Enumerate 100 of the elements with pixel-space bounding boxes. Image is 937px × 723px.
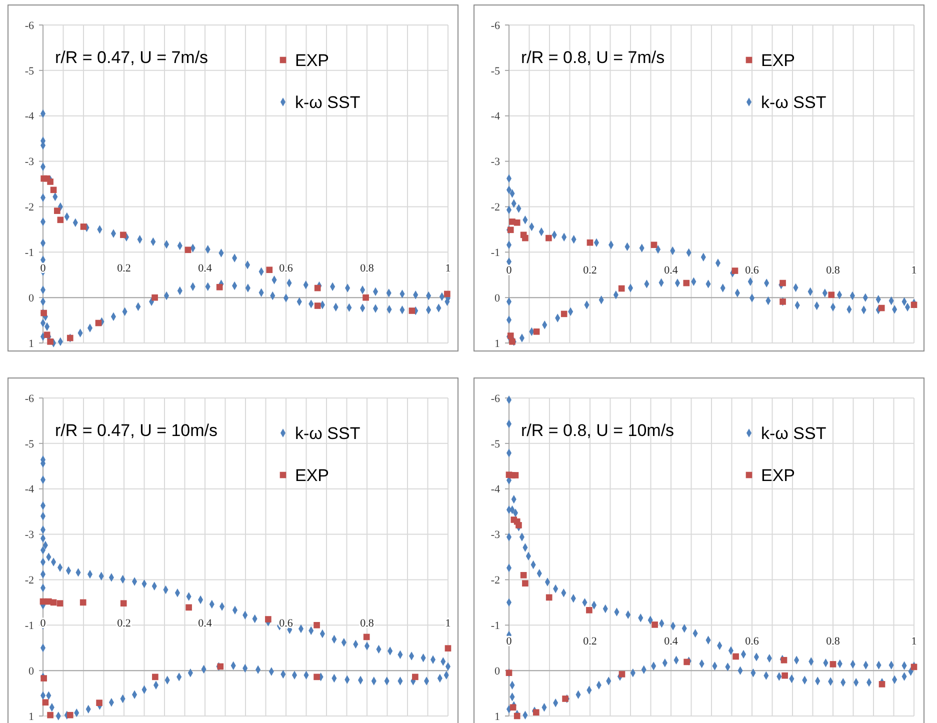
x-tick-label: 0.4 xyxy=(198,262,212,275)
y-tick-label: 0 xyxy=(494,665,500,678)
y-tick-label: -5 xyxy=(24,438,34,450)
point xyxy=(444,290,450,298)
x-tick-label: 0.6 xyxy=(745,636,760,648)
point xyxy=(560,310,568,318)
point xyxy=(47,178,54,185)
y-tick-label: -3 xyxy=(490,156,500,168)
point xyxy=(50,599,57,606)
x-tick-label: 0.6 xyxy=(279,618,294,630)
y-tick-label: -2 xyxy=(490,202,500,214)
legend-label: k-ω SST xyxy=(761,424,826,443)
point xyxy=(522,580,528,587)
point xyxy=(314,284,321,292)
y-tick-label: -4 xyxy=(490,484,500,496)
point xyxy=(683,280,690,286)
point xyxy=(363,634,370,640)
point xyxy=(314,302,321,309)
point xyxy=(152,674,158,680)
x-tick-label: 0.6 xyxy=(745,264,760,277)
point xyxy=(652,622,658,628)
point xyxy=(408,308,416,314)
point xyxy=(56,600,64,606)
point xyxy=(586,239,594,246)
x-tick-label: 0.8 xyxy=(826,264,840,277)
point xyxy=(217,663,224,670)
point xyxy=(44,332,50,338)
point xyxy=(54,208,60,214)
point xyxy=(546,234,552,242)
point xyxy=(265,616,272,622)
x-tick-label: 1 xyxy=(911,264,917,277)
y-tick-label: 0 xyxy=(28,292,34,304)
y-tick-label: -1 xyxy=(24,246,34,259)
point xyxy=(878,681,886,688)
point xyxy=(314,674,320,680)
y-tick-label: -5 xyxy=(490,438,500,450)
point xyxy=(266,266,273,274)
x-tick-label: 0 xyxy=(506,636,512,648)
point xyxy=(80,599,86,606)
x-tick-label: 0.4 xyxy=(664,264,678,277)
text: r/R = 0.8, U = 10m/s xyxy=(521,421,674,440)
x-tick-label: 0.2 xyxy=(583,636,597,648)
x-tick-label: 0.8 xyxy=(826,636,840,648)
text: r/R = 0.47, U = 7m/s xyxy=(55,48,208,67)
x-tick-label: 0 xyxy=(506,264,512,277)
y-tick-label: 0 xyxy=(28,665,34,678)
text: r/R = 0.47, U = 10m/s xyxy=(55,421,218,440)
legend-label: EXP xyxy=(295,466,330,485)
y-tick-label: -6 xyxy=(24,392,34,405)
legend-label: k-ω SST xyxy=(295,92,360,112)
y-tick-label: -3 xyxy=(24,156,34,168)
y-tick-label: 1 xyxy=(28,710,34,723)
point xyxy=(444,645,452,652)
text: r/R = 0.8, U = 7m/s xyxy=(521,48,665,67)
point xyxy=(732,268,738,274)
y-tick-label: -5 xyxy=(490,65,500,78)
y-tick-label: -1 xyxy=(490,620,500,632)
legend-label: EXP xyxy=(761,466,796,485)
point xyxy=(186,604,192,611)
y-tick-label: 1 xyxy=(28,338,34,350)
point xyxy=(50,186,57,194)
y-tick-label: 1 xyxy=(494,710,500,723)
point xyxy=(314,622,320,628)
point xyxy=(830,661,836,668)
point xyxy=(120,600,127,606)
y-tick-label: -2 xyxy=(24,574,34,587)
point xyxy=(618,671,626,678)
point xyxy=(878,304,885,312)
y-tick-label: 0 xyxy=(494,292,500,304)
point xyxy=(152,294,158,301)
point xyxy=(47,712,54,718)
point xyxy=(533,328,540,335)
point xyxy=(618,285,625,292)
point xyxy=(47,338,54,345)
x-tick-label: 0.2 xyxy=(117,262,131,275)
x-tick-label: 1 xyxy=(445,618,451,630)
point xyxy=(510,704,516,711)
y-tick-label: -4 xyxy=(24,110,34,123)
legend-label: EXP xyxy=(295,50,330,70)
y-tick-label: -5 xyxy=(24,65,34,78)
point xyxy=(520,572,527,578)
point xyxy=(184,246,192,254)
legend-label: EXP xyxy=(761,50,796,70)
legend-label: k-ω SST xyxy=(761,92,826,112)
point xyxy=(910,302,918,308)
point xyxy=(586,606,592,614)
x-tick-label: 0.6 xyxy=(279,262,294,275)
point xyxy=(546,594,552,601)
y-tick-label: -3 xyxy=(490,529,500,542)
x-tick-label: 0.4 xyxy=(198,618,212,630)
point xyxy=(514,712,520,720)
y-tick-label: 1 xyxy=(494,338,500,350)
point xyxy=(732,653,739,660)
point xyxy=(362,294,369,301)
x-tick-label: 0.4 xyxy=(664,636,678,648)
legend-label: k-ω SST xyxy=(295,424,360,443)
point xyxy=(80,224,87,230)
point xyxy=(66,712,74,718)
point xyxy=(216,284,223,290)
y-tick-label: -4 xyxy=(24,484,34,496)
